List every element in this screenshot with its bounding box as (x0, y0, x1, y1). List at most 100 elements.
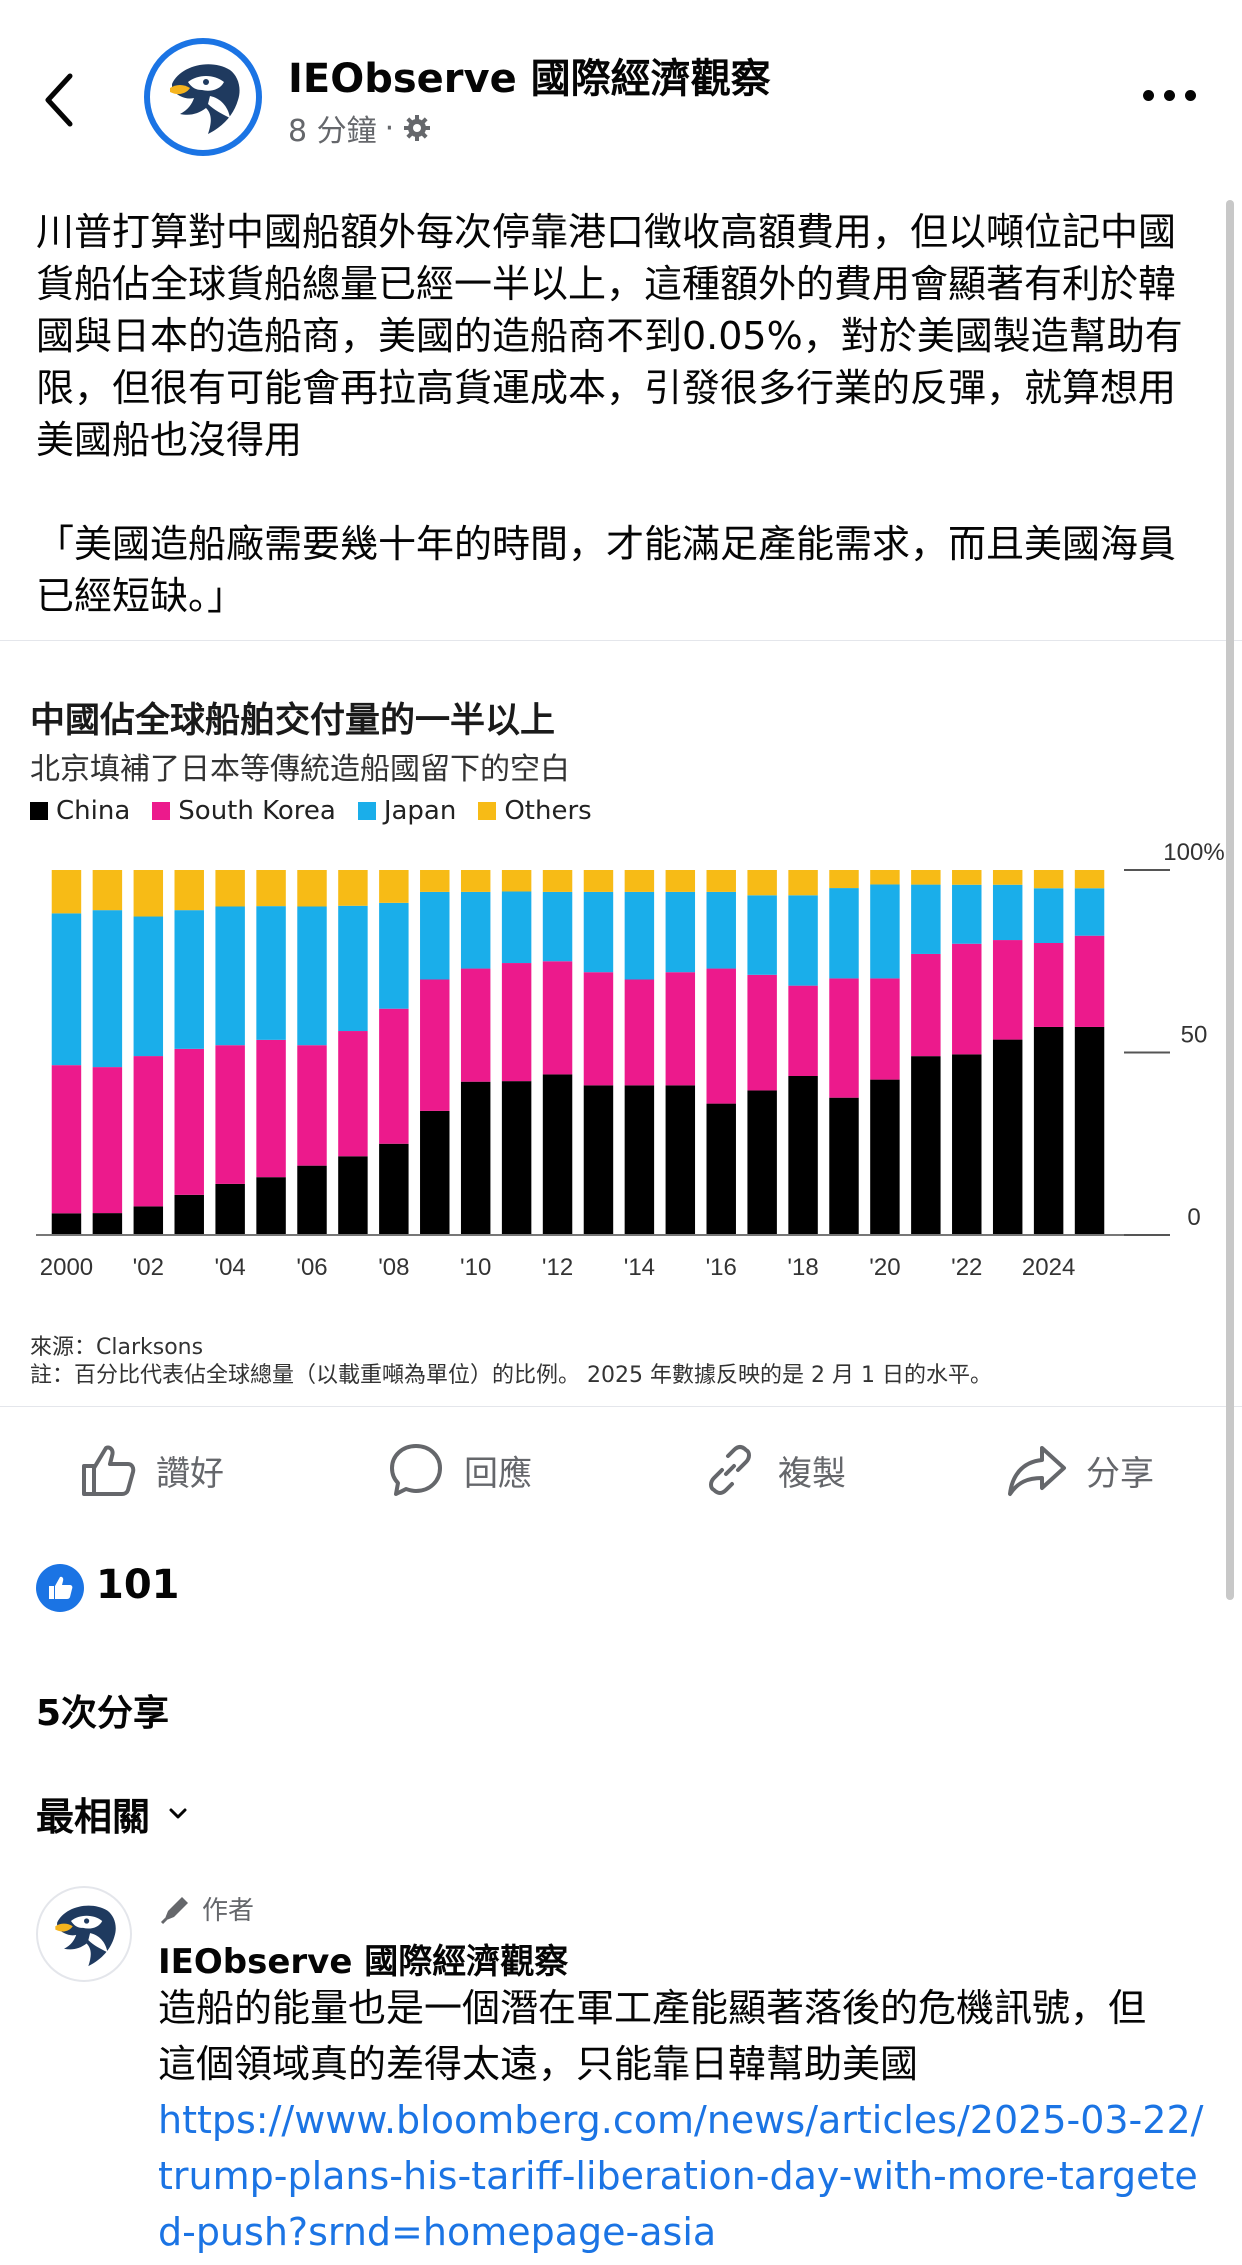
x-tick-label: '18 (787, 1254, 818, 1281)
y-tick-label: 50 (1181, 1022, 1208, 1049)
author-badge: 作者 (158, 1890, 254, 1927)
bar-segment-china (420, 1110, 450, 1235)
like-button[interactable]: 讚好 (78, 1432, 224, 1508)
bar-segment-japan (51, 913, 82, 1066)
bar-segment-others (788, 870, 818, 896)
bar-segment-china (665, 1085, 696, 1235)
bar-segment-japan (952, 884, 982, 944)
bar-segment-south-korea (747, 974, 777, 1091)
y-tick-label: 100% (1163, 839, 1224, 866)
post-meta: 8 分鐘 · (288, 106, 432, 150)
bar-segment-south-korea (51, 1065, 82, 1214)
post-text: 川普打算對中國船額外每次停靠港口徵收高額費用，但以噸位記中國貨船佔全球貨船總量已… (36, 206, 1206, 622)
legend-item: Others (478, 796, 592, 826)
bar-segment-others (870, 870, 900, 885)
bar-segment-china (706, 1103, 736, 1235)
legend-swatch-others (478, 802, 497, 820)
comment-label: 回應 (464, 1453, 532, 1494)
bar-segment-others (420, 870, 450, 892)
legend-label: South Korea (178, 796, 336, 826)
comment-sort-dropdown[interactable]: 最相關 (36, 1786, 188, 1841)
more-options-button[interactable] (1134, 80, 1204, 110)
bar-segment-china (215, 1183, 245, 1235)
dot-icon (1142, 89, 1154, 101)
stacked-bar-chart: 100% 50 0 2000 '02 '04 '06 '08 '10 '12 '14 '16 '18 '2… (36, 839, 1225, 1281)
bar-segment-japan (624, 891, 655, 980)
bar-segment-south-korea (788, 985, 818, 1076)
divider (0, 640, 1242, 641)
comment-bubble-icon (390, 1444, 442, 1496)
bar-segment-china (952, 1054, 982, 1235)
x-tick-label: '12 (542, 1254, 573, 1281)
x-tick-label: 2024 (1022, 1254, 1075, 1281)
legend-swatch-japan (357, 802, 376, 820)
page-avatar[interactable] (144, 38, 262, 156)
comment-author-name[interactable]: IEObserve 國際經濟觀察 (158, 1942, 569, 1982)
copy-link-button[interactable]: 複製 (700, 1432, 846, 1508)
bar-segment-japan (420, 891, 450, 980)
legend-swatch-china (30, 802, 48, 820)
x-tick-label: '22 (951, 1254, 982, 1281)
comment-button[interactable]: 回應 (386, 1432, 532, 1508)
bar-segment-japan (992, 884, 1023, 941)
sort-label: 最相關 (36, 1795, 151, 1839)
divider (0, 1406, 1242, 1407)
x-tick-label: '06 (296, 1254, 327, 1281)
bar-segment-japan (788, 895, 818, 986)
bar-segment-china (624, 1085, 655, 1235)
eagle-logo-icon (170, 64, 240, 134)
bar-segment-japan (338, 905, 368, 1032)
chevron-down-icon (169, 1808, 187, 1818)
post-paragraph: 「美國造船廠需要幾十年的時間，才能滿足產能需求，而且美國海員已經短缺。」 (36, 522, 1177, 618)
bar-segment-south-korea (992, 940, 1023, 1040)
dot-icon (1184, 89, 1196, 101)
bar-segment-others (133, 870, 164, 917)
legend-label: Others (504, 796, 592, 826)
bar-segment-japan (911, 884, 941, 954)
share-count[interactable]: 5次分享 (36, 1693, 170, 1734)
page-name[interactable]: IEObserve 國際經濟觀察 (288, 56, 771, 102)
bar-segment-others (747, 870, 777, 896)
comment-link[interactable]: https://www.bloomberg.com/news/articles/… (158, 2098, 1204, 2254)
bar-segment-others (583, 870, 614, 892)
bar-segment-south-korea (420, 979, 450, 1111)
bar-segment-china (297, 1165, 327, 1235)
bar-segment-china (870, 1079, 900, 1235)
chart-note-text: 註：百分比代表佔全球總量（以載重噸為單位）的比例。 2025 年數據反映的是 2… (30, 1363, 992, 1388)
comment-author-avatar[interactable] (36, 1886, 132, 1982)
bar-segment-others (706, 870, 736, 892)
x-tick-label: 2000 (40, 1254, 93, 1281)
bar-segment-japan (542, 891, 573, 962)
back-button[interactable] (40, 60, 100, 140)
bar-segment-south-korea (1033, 943, 1064, 1027)
chevron-left-icon (45, 73, 73, 127)
gear-icon (404, 115, 431, 141)
bar-segment-others (992, 870, 1023, 885)
bar-segment-china (788, 1075, 818, 1235)
bar-segment-south-korea (542, 961, 573, 1075)
eagle-logo-icon (55, 1905, 116, 1967)
dot-icon (1163, 89, 1175, 101)
x-tick-label: '02 (133, 1254, 164, 1281)
bar-segment-others (215, 870, 245, 907)
share-arrow-icon (1008, 1446, 1066, 1496)
bar-segment-others (829, 870, 859, 889)
share-button[interactable]: 分享 (1006, 1432, 1154, 1508)
post-time[interactable]: 8 分鐘 (288, 114, 377, 149)
bar-segment-japan (501, 891, 532, 964)
bar-segment-south-korea (583, 972, 614, 1086)
like-count[interactable]: 101 (96, 1562, 180, 1608)
bar-segment-japan (747, 895, 777, 975)
bar-segment-others (92, 870, 123, 911)
bar-segment-china (133, 1206, 164, 1235)
author-badge-label: 作者 (202, 1896, 255, 1926)
bar-segment-china (51, 1213, 82, 1235)
bar-segment-others (911, 870, 941, 885)
scrollbar[interactable] (1226, 200, 1234, 1600)
bar-segment-south-korea (174, 1048, 204, 1195)
x-tick-label: '04 (215, 1254, 246, 1281)
x-tick-label: '10 (460, 1254, 491, 1281)
like-reaction-icon[interactable] (36, 1564, 84, 1612)
bar-segment-others (1074, 870, 1105, 889)
bar-segment-china (256, 1177, 286, 1235)
